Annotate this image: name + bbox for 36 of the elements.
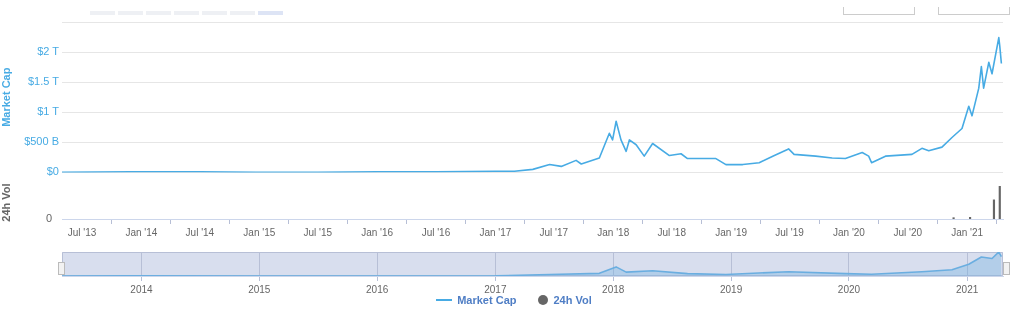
- legend-label: Market Cap: [457, 294, 517, 306]
- x-tick-label: Jan '20: [833, 226, 866, 238]
- x-tick-label: Jan '19: [715, 226, 748, 238]
- x-tick-label: 2014: [130, 283, 153, 295]
- x-tick-label: Jul '14: [185, 226, 215, 238]
- text: 0: [45, 212, 52, 225]
- bar: [998, 186, 1001, 219]
- y-tick-label: $1.5 T: [28, 75, 60, 88]
- x-tick-label: Jul '16: [421, 226, 451, 238]
- x-tick-label: Jan '17: [479, 226, 512, 238]
- y-tick-label: $0: [46, 165, 59, 178]
- x-tick-label: Jul '17: [539, 226, 569, 238]
- y-tick-label: $500 B: [24, 135, 59, 148]
- x-tick-label: 2021: [956, 283, 979, 295]
- y-tick-label: $1 T: [37, 105, 60, 118]
- x-tick-label: Jan '18: [597, 226, 630, 238]
- x-tick-label: Jul '15: [303, 226, 333, 238]
- legend-label: 24h Vol: [553, 294, 592, 306]
- y-axis-title: 24h Vol: [0, 183, 12, 222]
- x-tick-label: Jul '20: [893, 226, 923, 238]
- x-tick-label: Jan '14: [125, 226, 158, 238]
- x-tick-label: Jul '18: [657, 226, 687, 238]
- x-tick-label: Jul '19: [775, 226, 805, 238]
- y-tick-label: $2 T: [37, 45, 60, 58]
- x-tick-label: 2020: [837, 283, 861, 295]
- x-tick-label: Jan '16: [361, 226, 394, 238]
- x-tick-label: 2016: [366, 283, 389, 295]
- y-axis-title: Market Cap: [0, 67, 12, 127]
- x-tick-label: 2015: [248, 283, 271, 295]
- x-tick-label: Jul '13: [67, 226, 97, 238]
- x-tick-label: 2019: [719, 283, 743, 295]
- x-tick-label: Jan '15: [243, 226, 276, 238]
- bar: [992, 199, 996, 219]
- x-tick-label: 2017: [484, 283, 507, 295]
- x-tick-label: 2018: [602, 283, 625, 295]
- x-tick-label: Jan '21: [951, 226, 984, 238]
